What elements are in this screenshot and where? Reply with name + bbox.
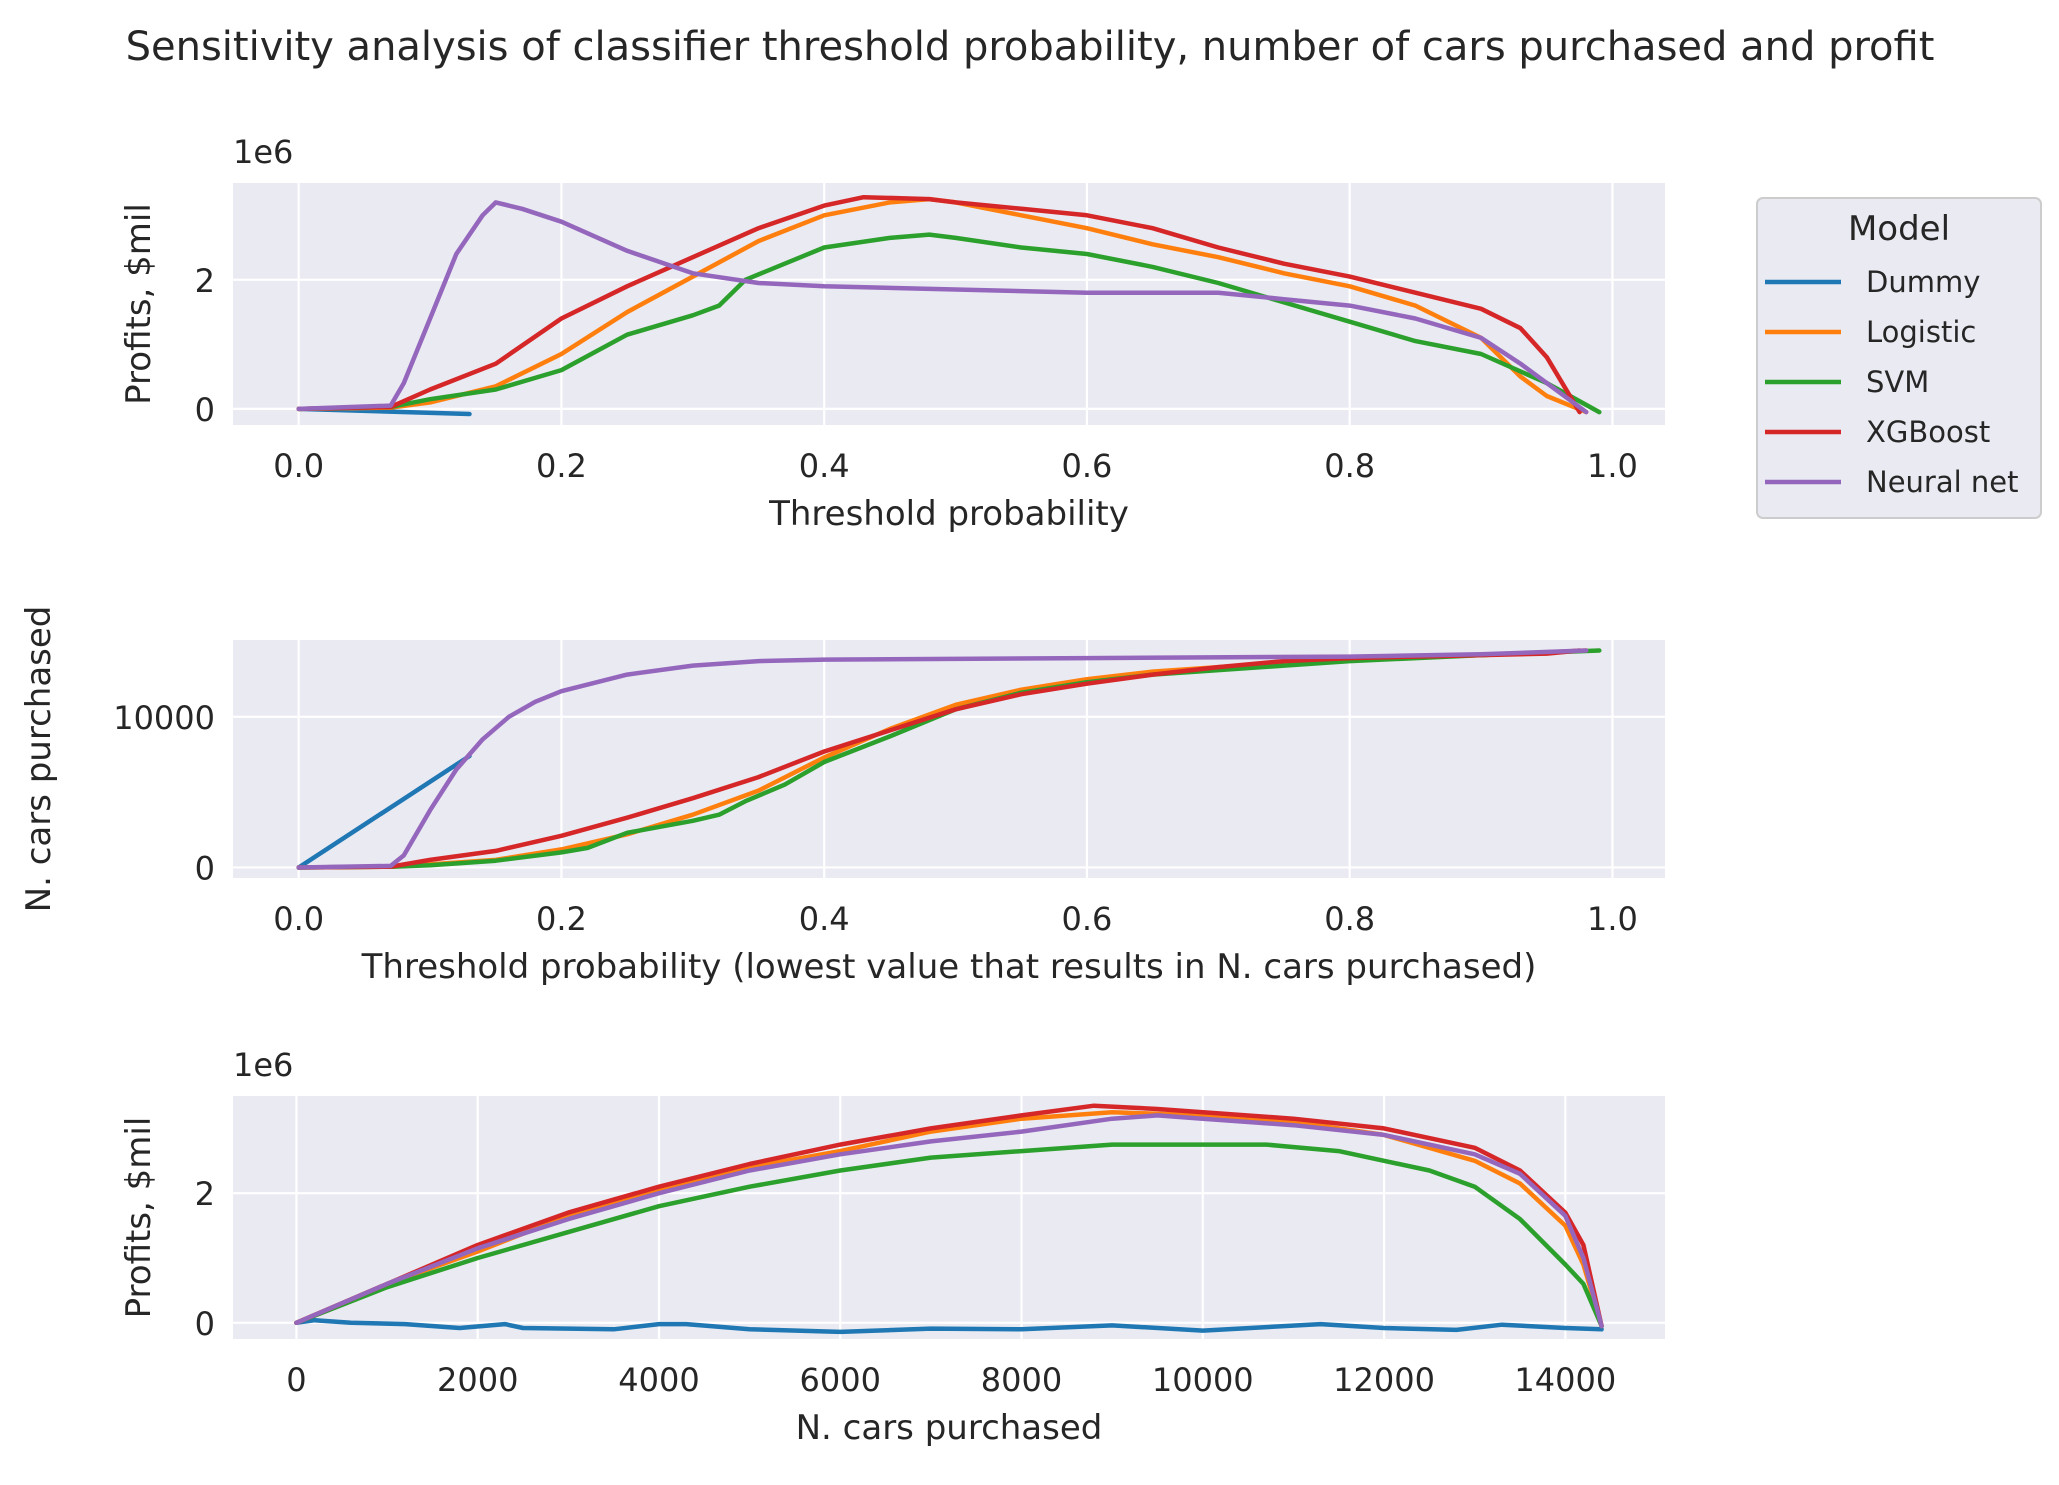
y-tick-label: 0 [195,391,215,429]
y-tick-label: 0 [195,1305,215,1343]
x-tick-label: 0.6 [1061,447,1112,485]
series-line-neural-net [296,648,1589,870]
y-axis-label: Profits, $mil [119,1117,159,1319]
y-tick-label: 2 [195,1175,215,1213]
series-line-xgboost [296,194,1582,415]
x-tick-label: 0.0 [273,900,324,938]
legend: Model Dummy Logistic SVM XGBoost Neural net [1756,197,2042,519]
legend-item-neural-net: Neural net [1765,465,2018,499]
legend-label: Dummy [1866,265,1980,299]
legend-label: SVM [1866,365,1929,399]
legend-items: Dummy Logistic SVM XGBoost Neural net [1765,265,2018,499]
y-offset-text: 1e6 [233,1046,293,1084]
legend-label: XGBoost [1866,415,1990,449]
x-tick-label: 0.2 [536,447,587,485]
x-tick-label: 4000 [618,1361,699,1399]
plot-area [233,183,1665,425]
x-tick-label: 6000 [800,1361,881,1399]
legend-title: Model [1848,209,1950,249]
legend-label: Neural net [1866,465,2018,499]
x-tick-label: 0.0 [273,447,324,485]
x-axis-label: Threshold probability [768,494,1129,534]
x-tick-label: 8000 [981,1361,1062,1399]
y-axis-label: N. cars purchased [19,606,59,913]
subplot-profit-vs-cars: 0 2000 4000 6000 8000 10000 12000 14000 0 2 N. car… [119,1046,1665,1448]
x-tick-label: 0.2 [536,900,587,938]
legend-frame [1756,197,2042,519]
y-tick-label: 2 [195,262,215,300]
subplot-profit-vs-threshold: 0.0 0.2 0.4 0.6 0.8 1.0 0 2 Threshold probabilit… [119,133,1665,534]
x-tick-label: 1.0 [1587,447,1638,485]
series-line-dummy [296,753,472,870]
y-tick-label: 0 [195,849,215,887]
plot-area [233,640,1665,878]
x-axis-label: N. cars purchased [796,1408,1103,1448]
y-tick-label: 10000 [113,699,215,737]
legend-item-dummy: Dummy [1765,265,1980,299]
x-tick-label: 0.8 [1324,447,1375,485]
x-axis-label: Threshold probability (lowest value that… [361,947,1537,987]
x-tick-label: 0.4 [799,900,850,938]
x-tick-label: 0 [286,1361,306,1399]
legend-item-svm: SVM [1765,365,1929,399]
series-line-dummy [294,1317,1604,1335]
legend-item-xgboost: XGBoost [1765,415,1990,449]
x-tick-label: 14000 [1514,1361,1616,1399]
series-line-xgboost [294,1103,1604,1329]
legend-label: Logistic [1866,315,1976,349]
series-line-svm [294,1142,1604,1329]
series-line-svm [296,232,1602,415]
series-line-svm [296,648,1602,870]
series-line-neural-net [296,200,1589,415]
x-tick-label: 0.8 [1324,900,1375,938]
subplot-cars-vs-threshold: 0.0 0.2 0.4 0.6 0.8 1.0 0 10000 Threshold probab… [19,606,1665,987]
x-tick-label: 0.6 [1061,900,1112,938]
x-tick-label: 10000 [1152,1361,1254,1399]
plot-area [233,1096,1665,1339]
series-line-neural-net [294,1113,1604,1329]
legend-item-logistic: Logistic [1765,315,1976,349]
x-tick-label: 2000 [437,1361,518,1399]
figure-title: Sensitivity analysis of classifier thres… [126,24,1935,70]
x-tick-label: 0.4 [799,447,850,485]
x-tick-label: 1.0 [1587,900,1638,938]
x-tick-label: 12000 [1333,1361,1435,1399]
y-offset-text: 1e6 [233,133,293,171]
y-axis-label: Profits, $mil [119,203,159,405]
